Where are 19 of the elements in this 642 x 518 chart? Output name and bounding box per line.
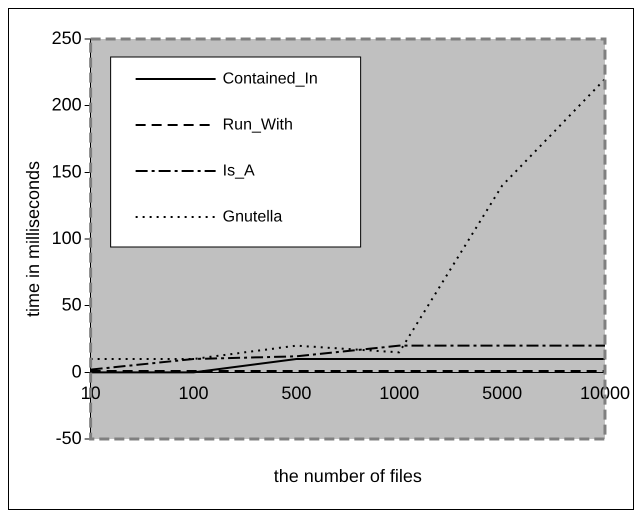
- x-tick-label: 1000: [379, 383, 420, 404]
- y-tick-label: -50: [56, 428, 82, 448]
- x-tick-label: 5000: [482, 383, 522, 404]
- y-tick-label: 0: [72, 361, 82, 382]
- y-tick-label: 250: [52, 28, 82, 48]
- y-tick-label: 150: [52, 161, 82, 182]
- x-tick-label: 10000: [580, 383, 630, 404]
- x-tick-label: 500: [281, 383, 312, 404]
- legend-label: Is_A: [222, 162, 255, 180]
- y-axis-title: time in milliseconds: [22, 160, 43, 318]
- y-tick-label: 200: [52, 94, 82, 115]
- y-tick-label: 50: [62, 294, 82, 315]
- legend-label: Run_With: [222, 116, 293, 134]
- y-tick-label: 100: [52, 228, 82, 248]
- x-axis-title: the number of files: [274, 466, 422, 486]
- x-tick-label: 10: [80, 383, 101, 404]
- legend-label: Contained_In: [222, 70, 318, 88]
- x-tick-label: 100: [178, 383, 209, 404]
- legend-label: Gnutella: [222, 208, 282, 226]
